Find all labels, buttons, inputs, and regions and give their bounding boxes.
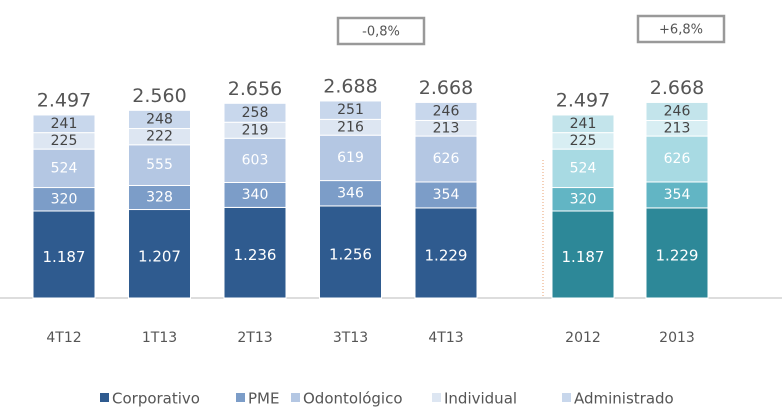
data-label: 246 (433, 103, 460, 119)
total-label: 2.688 (323, 75, 377, 97)
bar-segment (32, 210, 96, 299)
data-label: 246 (664, 103, 691, 119)
bar-segment (223, 181, 287, 208)
legend-label: Corporativo (112, 390, 200, 408)
x-tick-label: 3T13 (333, 330, 368, 346)
data-label: 222 (146, 129, 173, 145)
data-label: 1.236 (234, 246, 277, 264)
data-label: 354 (664, 187, 691, 203)
bar-segment (645, 181, 709, 209)
annotation: -0,8% (362, 25, 400, 40)
data-label: 1.229 (425, 246, 468, 264)
data-label: 258 (242, 105, 269, 121)
bar-segment (414, 101, 478, 121)
x-tick-label: 2013 (659, 330, 695, 346)
x-tick-label: 1T13 (142, 330, 177, 346)
bar-segment (645, 207, 709, 299)
data-label: 354 (433, 187, 460, 203)
legend-label: PME (248, 390, 279, 408)
legend-label: Administrado (574, 390, 674, 408)
data-label: 626 (433, 151, 460, 167)
data-label: 340 (242, 187, 269, 203)
data-label: 1.187 (43, 248, 86, 266)
total-label: 2.656 (228, 78, 282, 100)
data-label: 213 (664, 120, 691, 136)
data-label: 603 (242, 152, 269, 168)
bar-segment (128, 209, 191, 299)
data-label: 328 (146, 190, 173, 206)
annotation: +6,8% (659, 23, 703, 38)
bar-segment (128, 109, 191, 130)
data-label: 1.256 (329, 245, 372, 263)
data-label: 524 (51, 160, 78, 176)
data-label: 241 (51, 116, 78, 132)
bar-segment (128, 144, 191, 186)
data-label: 216 (337, 119, 364, 135)
x-tick-label: 4T12 (46, 330, 81, 346)
total-label: 2.497 (37, 89, 91, 111)
data-label: 320 (570, 191, 597, 207)
legend-swatch (562, 393, 571, 402)
total-label: 2.497 (556, 89, 610, 111)
legend-swatch (432, 393, 441, 402)
data-label: 1.187 (562, 248, 605, 266)
bar-segment (645, 135, 709, 183)
legend-label: Individual (444, 390, 517, 408)
total-label: 2.560 (132, 85, 186, 107)
annotation-box (336, 16, 426, 46)
bar-segment (223, 206, 287, 299)
legend-swatch (236, 393, 245, 402)
data-label: 320 (51, 191, 78, 207)
data-label: 1.229 (656, 246, 699, 264)
x-tick-label: 4T13 (428, 330, 463, 346)
bar-segment (223, 102, 287, 123)
data-label: 626 (664, 151, 691, 167)
x-tick-label: 2T13 (237, 330, 272, 346)
bar-segment (645, 101, 709, 121)
bar-segment (414, 181, 478, 209)
total-label: 2.668 (419, 77, 473, 99)
bar-segment (32, 148, 96, 189)
data-label: 219 (242, 122, 269, 138)
legend-swatch (291, 393, 300, 402)
bar-segment (551, 114, 615, 134)
data-label: 346 (337, 185, 364, 201)
bar-segment (551, 210, 615, 299)
data-label: 619 (337, 150, 364, 166)
data-label: 241 (570, 116, 597, 132)
data-label: 248 (146, 111, 173, 127)
bar-segment (319, 100, 382, 120)
legend-swatch (100, 393, 109, 402)
bar-segment (319, 180, 382, 207)
bar-segment (319, 205, 382, 299)
annotation-box (636, 14, 726, 44)
data-label: 225 (51, 133, 78, 149)
bar-segment (128, 184, 191, 211)
total-label: 2.668 (650, 77, 704, 99)
bar-segment (32, 114, 96, 134)
data-label: 251 (337, 102, 364, 118)
legend-label: Odontológico (303, 390, 403, 408)
data-label: 555 (146, 157, 173, 173)
bar-segment (223, 137, 287, 183)
data-label: 1.207 (138, 247, 181, 265)
data-label: 225 (570, 133, 597, 149)
data-label: 524 (570, 160, 597, 176)
data-label: 213 (433, 120, 460, 136)
bar-segment (319, 134, 382, 182)
x-tick-label: 2012 (565, 330, 601, 346)
bar-segment (414, 207, 478, 299)
